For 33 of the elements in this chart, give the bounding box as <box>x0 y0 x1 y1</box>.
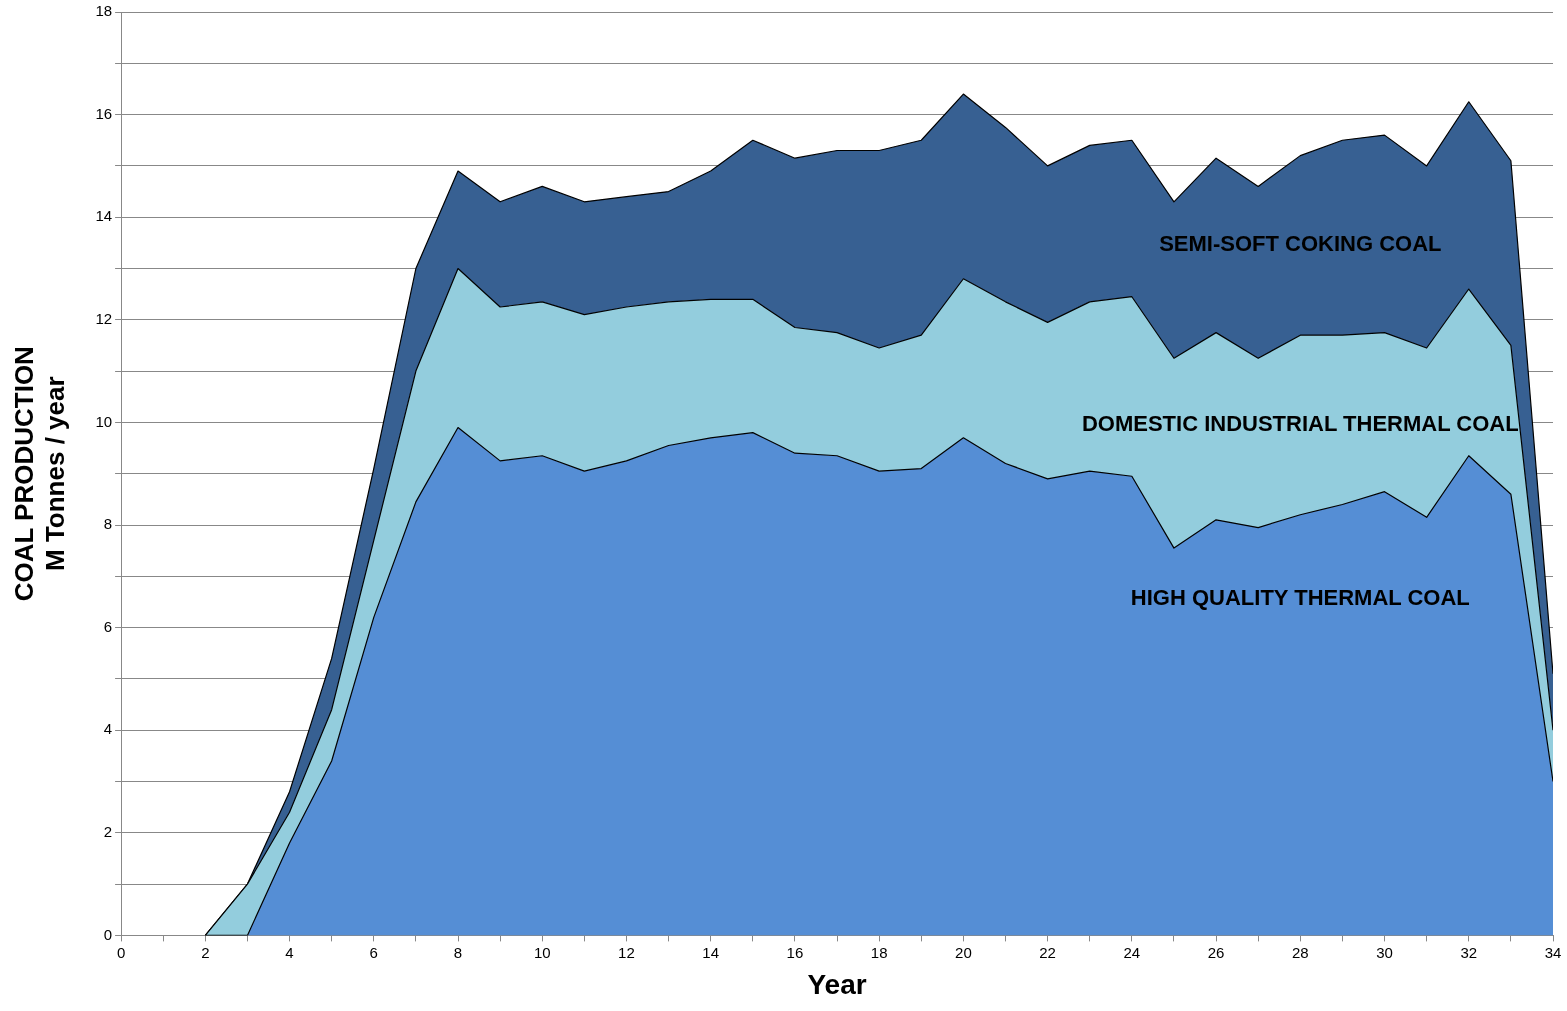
x-tick-label: 32 <box>1460 943 1478 961</box>
x-tick-label: 10 <box>533 943 551 961</box>
x-axis-title: Year <box>807 968 867 1000</box>
x-tick-label: 6 <box>369 943 378 961</box>
y-tick-label: 0 <box>103 925 113 943</box>
y-tick-label: 8 <box>103 515 113 533</box>
x-tick-label: 24 <box>1123 943 1141 961</box>
y-tick-label: 2 <box>103 822 113 840</box>
y-axis-title: COAL PRODUCTION M Tonnes / year <box>8 346 70 602</box>
x-tick-label: 8 <box>453 943 463 961</box>
x-tick-label: 30 <box>1376 943 1393 961</box>
y-tick-label: 14 <box>95 207 113 225</box>
x-tick-label: 12 <box>618 943 635 961</box>
x-tick-label: 20 <box>955 943 972 961</box>
y-tick-label: 16 <box>95 104 113 122</box>
x-tick-label: 16 <box>786 943 804 961</box>
x-tick-label: 0 <box>116 943 126 961</box>
y-tick-label: 12 <box>95 309 113 327</box>
series-label: SEMI-SOFT COKING COAL <box>1159 231 1442 257</box>
x-tick-label: 18 <box>870 943 888 961</box>
y-tick-label: 10 <box>95 412 113 430</box>
x-tick-label: 14 <box>702 943 720 961</box>
y-tick-label: 18 <box>95 2 113 20</box>
x-tick-label: 26 <box>1207 943 1225 961</box>
series-label: HIGH QUALITY THERMAL COAL <box>1130 584 1470 610</box>
x-tick-label: 2 <box>201 943 210 961</box>
series-label: DOMESTIC INDUSTRIAL THERMAL COAL <box>1081 411 1519 437</box>
y-tick-label: 6 <box>103 617 113 635</box>
y-tick-label: 4 <box>103 720 113 738</box>
x-tick-label: 22 <box>1039 943 1056 961</box>
x-tick-label: 4 <box>285 943 294 961</box>
x-tick-label: 28 <box>1291 943 1309 961</box>
x-tick-label: 34 <box>1544 943 1562 961</box>
